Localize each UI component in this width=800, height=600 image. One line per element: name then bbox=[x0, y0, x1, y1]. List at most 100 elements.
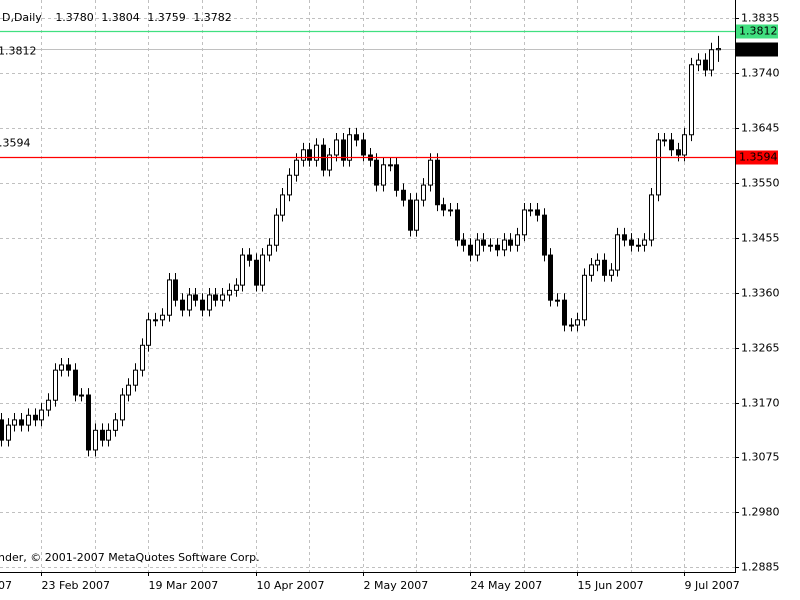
candle-body bbox=[502, 239, 507, 251]
candle-body bbox=[589, 264, 594, 276]
level-price-box bbox=[736, 24, 778, 39]
candle-body bbox=[187, 294, 192, 311]
candle-body bbox=[220, 294, 225, 301]
candle-body bbox=[629, 239, 634, 246]
candle-body bbox=[461, 239, 466, 246]
candle-body bbox=[642, 239, 647, 246]
candle-body bbox=[6, 424, 11, 441]
candle-body bbox=[274, 214, 279, 246]
candle-body bbox=[428, 159, 433, 186]
candle-body bbox=[562, 299, 567, 326]
candle-body bbox=[515, 234, 520, 246]
candle-body bbox=[676, 149, 681, 156]
candle-body bbox=[548, 254, 553, 301]
candle-body bbox=[595, 259, 600, 266]
symbol-header: D,Daily 1.3780 1.3804 1.3759 1.3782 bbox=[2, 11, 232, 24]
candle-body bbox=[227, 289, 232, 296]
candle-body bbox=[19, 419, 24, 426]
y-tick-label: 1.3360 bbox=[741, 287, 780, 300]
candle-body bbox=[481, 239, 486, 246]
candle-body bbox=[341, 139, 346, 161]
low-label: 1.3759 bbox=[147, 11, 186, 24]
candle-body bbox=[455, 209, 460, 241]
overlay: 1.3812 1.3594 bbox=[0, 30, 735, 159]
candle-body bbox=[33, 414, 38, 421]
x-tick-label: 2 May 2007 bbox=[364, 579, 429, 592]
candle-body bbox=[582, 274, 587, 321]
candle-body bbox=[200, 299, 205, 311]
candle-body bbox=[146, 319, 151, 346]
candle-body bbox=[294, 159, 299, 176]
candle-body bbox=[167, 279, 172, 316]
candle-body bbox=[53, 369, 58, 401]
candle-body bbox=[93, 429, 98, 451]
candle-body bbox=[59, 364, 64, 371]
candle-body bbox=[234, 284, 239, 291]
y-tick-label: 1.3075 bbox=[741, 451, 780, 464]
y-tick-label: 1.3835 bbox=[741, 12, 780, 25]
candle-body bbox=[126, 384, 131, 396]
candle-body bbox=[716, 48, 721, 51]
y-tick-label: 1.3645 bbox=[741, 122, 780, 135]
candle-body bbox=[361, 139, 366, 156]
y-tick-label: 1.3455 bbox=[741, 232, 780, 245]
high-label: 1.3804 bbox=[101, 11, 140, 24]
current-price-box bbox=[736, 42, 778, 57]
candle-body bbox=[569, 324, 574, 327]
symbol: D,Daily bbox=[2, 11, 42, 24]
x-tick-label: 15 Jun 2007 bbox=[578, 579, 644, 592]
candle-body bbox=[448, 209, 453, 212]
candle-body bbox=[193, 294, 198, 301]
candle-body bbox=[528, 209, 533, 212]
candle-body bbox=[140, 344, 145, 371]
open-label: 1.3780 bbox=[55, 11, 94, 24]
candle-body bbox=[267, 244, 272, 256]
candle-body bbox=[86, 394, 91, 451]
candle-body bbox=[602, 259, 607, 276]
candle-body bbox=[649, 194, 654, 241]
candle-body bbox=[354, 134, 359, 141]
candle-body bbox=[280, 194, 285, 216]
candle-body bbox=[247, 254, 252, 261]
y-tick-label: 1.3550 bbox=[741, 177, 780, 190]
candle-body bbox=[495, 244, 500, 251]
candle-body bbox=[522, 209, 527, 236]
candle-body bbox=[0, 419, 4, 441]
y-tick-label: 1.3265 bbox=[741, 342, 780, 355]
candle-body bbox=[26, 414, 31, 426]
candle-body bbox=[555, 299, 560, 302]
x-tick-label: 23 Feb 2007 bbox=[42, 579, 110, 592]
y-tick-label: 1.3740 bbox=[741, 67, 780, 80]
candle-body bbox=[408, 199, 413, 231]
candle-body bbox=[314, 144, 319, 161]
candle-body bbox=[414, 199, 419, 231]
candle-body bbox=[542, 214, 547, 256]
candle-body bbox=[388, 164, 393, 167]
candle-body bbox=[394, 164, 399, 191]
candle-body bbox=[488, 244, 493, 247]
candle-body bbox=[347, 134, 352, 161]
candle-body bbox=[575, 319, 580, 326]
candle-body bbox=[334, 139, 339, 156]
x-tick-label: 19 Mar 2007 bbox=[149, 579, 219, 592]
candle-body bbox=[180, 299, 185, 311]
candle-body bbox=[106, 429, 111, 441]
candle-body bbox=[381, 164, 386, 186]
candle-body bbox=[153, 319, 158, 322]
candle-body bbox=[287, 174, 292, 196]
y-tick-label: 1.2885 bbox=[741, 561, 780, 574]
candle-body bbox=[133, 369, 138, 386]
y-tick-label: 1.2980 bbox=[741, 506, 780, 519]
grid bbox=[0, 0, 735, 572]
candle-body bbox=[703, 59, 708, 71]
x-tick-label: 10 Apr 2007 bbox=[257, 579, 325, 592]
candle-body bbox=[173, 279, 178, 301]
candle-body bbox=[682, 134, 687, 156]
candle-body bbox=[120, 394, 125, 421]
candle-body bbox=[609, 269, 614, 276]
candle-body bbox=[374, 159, 379, 186]
candle-body bbox=[113, 419, 118, 431]
candle-body bbox=[636, 244, 641, 247]
candle-body bbox=[535, 209, 540, 216]
level-price-label: 1.3812 bbox=[739, 25, 778, 38]
